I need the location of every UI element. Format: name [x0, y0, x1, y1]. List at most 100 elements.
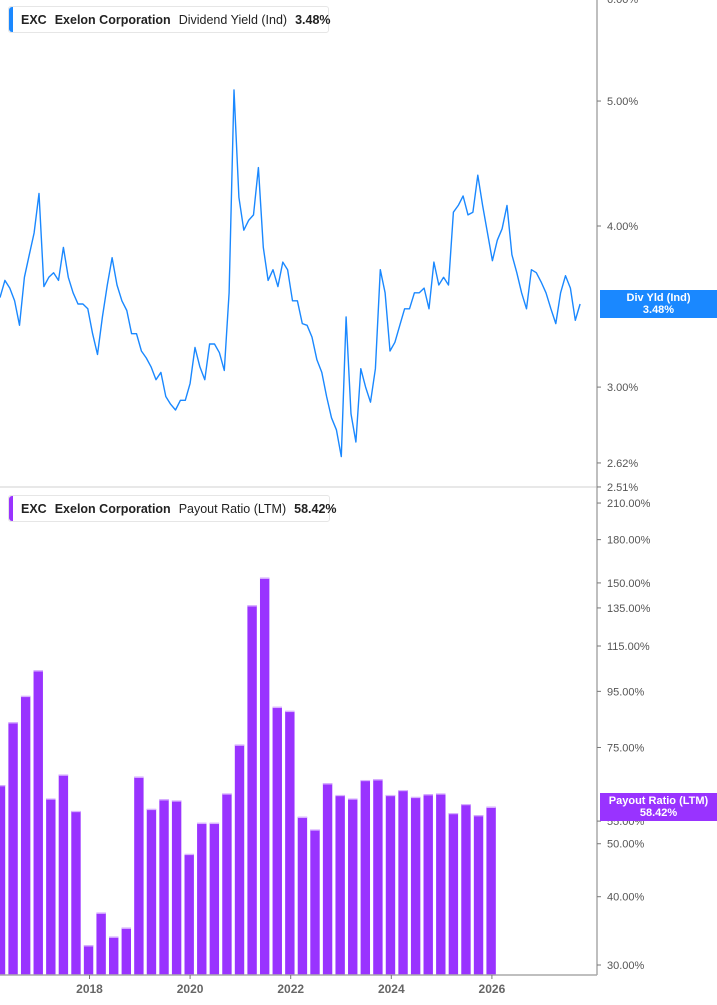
payout-ratio-bar[interactable] — [486, 806, 496, 975]
payout-ratio-bar-top — [8, 722, 18, 724]
legend-ticker: EXC — [21, 501, 47, 516]
payout-ratio-bar[interactable] — [473, 815, 484, 975]
payout-ratio-bar-top — [436, 793, 446, 795]
legend-company: Exelon Corporation — [54, 12, 171, 27]
payout-ratio-bar[interactable] — [373, 779, 383, 975]
payout-ratio-bar[interactable] — [448, 813, 459, 975]
legend-value: 58.42% — [294, 501, 337, 516]
payout-ratio-bar-top — [234, 744, 245, 746]
payout-ratio-bar-top — [322, 783, 333, 785]
payout-ratio-bar[interactable] — [46, 798, 56, 975]
payout-ratio-bar[interactable] — [134, 776, 144, 975]
payout-ratio-bar[interactable] — [8, 722, 18, 975]
dividend-yield-value-tag: Div Yld (Ind) 3.48% — [600, 290, 717, 318]
payout-ratio-bar[interactable] — [234, 744, 245, 975]
tag-label: Payout Ratio (LTM) — [608, 795, 709, 807]
payout-ratio-bar[interactable] — [423, 794, 433, 975]
legend-value: 3.48% — [295, 12, 331, 27]
payout-ratio-bar[interactable] — [348, 798, 358, 975]
payout-ratio-bar[interactable] — [310, 829, 320, 975]
tag-label: Div Yld (Ind) — [626, 292, 691, 304]
payout-ratio-bar[interactable] — [0, 785, 6, 975]
y-tick-label: 210.00% — [607, 498, 651, 510]
payout-ratio-bar[interactable] — [184, 853, 194, 975]
payout-ratio-value-tag: Payout Ratio (LTM) 58.42% — [600, 793, 717, 821]
y-tick-label: 95.00% — [607, 686, 645, 698]
payout-ratio-bar[interactable] — [335, 794, 345, 975]
payout-ratio-bar[interactable] — [247, 605, 257, 975]
payout-ratio-pane — [0, 577, 496, 975]
legend-company: Exelon Corporation — [54, 501, 171, 516]
payout-ratio-bar-top — [473, 815, 484, 817]
payout-ratio-bar-top — [0, 785, 6, 787]
payout-ratio-bar[interactable] — [410, 796, 421, 975]
payout-ratio-bar-top — [46, 798, 56, 800]
payout-ratio-bar-top — [71, 810, 81, 813]
payout-ratio-bar[interactable] — [436, 793, 446, 975]
payout-ratio-bar-top — [348, 798, 358, 800]
x-tick-label: 2024 — [378, 982, 405, 996]
payout-ratio-bar[interactable] — [171, 800, 182, 975]
payout-ratio-bar[interactable] — [197, 822, 207, 975]
payout-ratio-bar-top — [335, 794, 345, 797]
payout-ratio-bar[interactable] — [33, 670, 43, 975]
payout-ratio-bar[interactable] — [398, 789, 408, 975]
payout-ratio-bar-top — [448, 813, 459, 815]
payout-ratio-bar[interactable] — [83, 945, 94, 975]
x-tick-label: 2018 — [76, 982, 103, 996]
payout-ratio-bar[interactable] — [461, 804, 471, 975]
y-tick-label: 115.00% — [607, 641, 650, 653]
payout-ratio-bar-top — [159, 799, 169, 801]
dividend-yield-legend[interactable]: EXC Exelon Corporation Dividend Yield (I… — [8, 6, 331, 33]
payout-ratio-bar[interactable] — [385, 794, 396, 975]
payout-ratio-bar-top — [171, 800, 182, 802]
dividend-yield-line[interactable] — [0, 89, 581, 458]
legend-ticker: EXC — [21, 12, 47, 27]
payout-ratio-bar[interactable] — [209, 822, 220, 975]
y-tick-label: 30.00% — [607, 960, 645, 972]
payout-ratio-bar-top — [20, 695, 31, 698]
payout-ratio-bar[interactable] — [71, 810, 81, 975]
y-tick-label: 150.00% — [607, 578, 651, 590]
payout-ratio-bar-top — [360, 779, 371, 782]
payout-ratio-bar[interactable] — [272, 706, 282, 975]
payout-ratio-bar[interactable] — [297, 816, 308, 975]
payout-ratio-bar-top — [285, 710, 295, 713]
payout-ratio-bar[interactable] — [285, 710, 295, 975]
payout-ratio-bar[interactable] — [20, 695, 31, 975]
payout-ratio-bar[interactable] — [121, 927, 131, 975]
payout-ratio-bar-top — [96, 912, 106, 914]
payout-ratio-bar-top — [410, 796, 421, 799]
payout-ratio-bar[interactable] — [58, 774, 69, 975]
legend-color-swatch — [9, 496, 13, 521]
payout-ratio-bar[interactable] — [159, 799, 169, 975]
y-tick-label: 40.00% — [607, 892, 645, 904]
payout-ratio-bar-top — [272, 706, 282, 709]
dividend-yield-pane — [0, 89, 581, 458]
payout-ratio-bar-top — [398, 789, 408, 792]
y-tick-label: 135.00% — [607, 603, 651, 615]
y-tick-label: 2.62% — [607, 458, 638, 470]
payout-ratio-bar-top — [121, 927, 131, 929]
payout-ratio-bar-top — [209, 822, 220, 825]
payout-ratio-bar[interactable] — [146, 808, 157, 975]
payout-ratio-bar[interactable] — [360, 779, 371, 975]
payout-ratio-bar-top — [146, 808, 157, 811]
payout-ratio-bar-top — [184, 853, 194, 856]
payout-ratio-bar[interactable] — [222, 793, 232, 975]
payout-ratio-bar[interactable] — [259, 577, 270, 975]
payout-ratio-bar[interactable] — [322, 783, 333, 975]
legend-metric: Payout Ratio (LTM) — [178, 501, 287, 516]
payout-ratio-bar-top — [33, 670, 43, 672]
payout-ratio-bar-top — [134, 776, 144, 778]
payout-ratio-bar-top — [197, 822, 207, 825]
payout-ratio-bar-top — [83, 945, 94, 947]
y-tick-label: 6.00% — [607, 0, 638, 6]
payout-ratio-bar-top — [373, 779, 383, 781]
payout-ratio-bar[interactable] — [96, 912, 106, 975]
payout-ratio-bar[interactable] — [109, 936, 119, 975]
tag-value: 58.42% — [639, 807, 678, 819]
y-tick-label: 50.00% — [607, 839, 645, 851]
payout-ratio-legend[interactable]: EXC Exelon Corporation Payout Ratio (LTM… — [8, 495, 337, 522]
